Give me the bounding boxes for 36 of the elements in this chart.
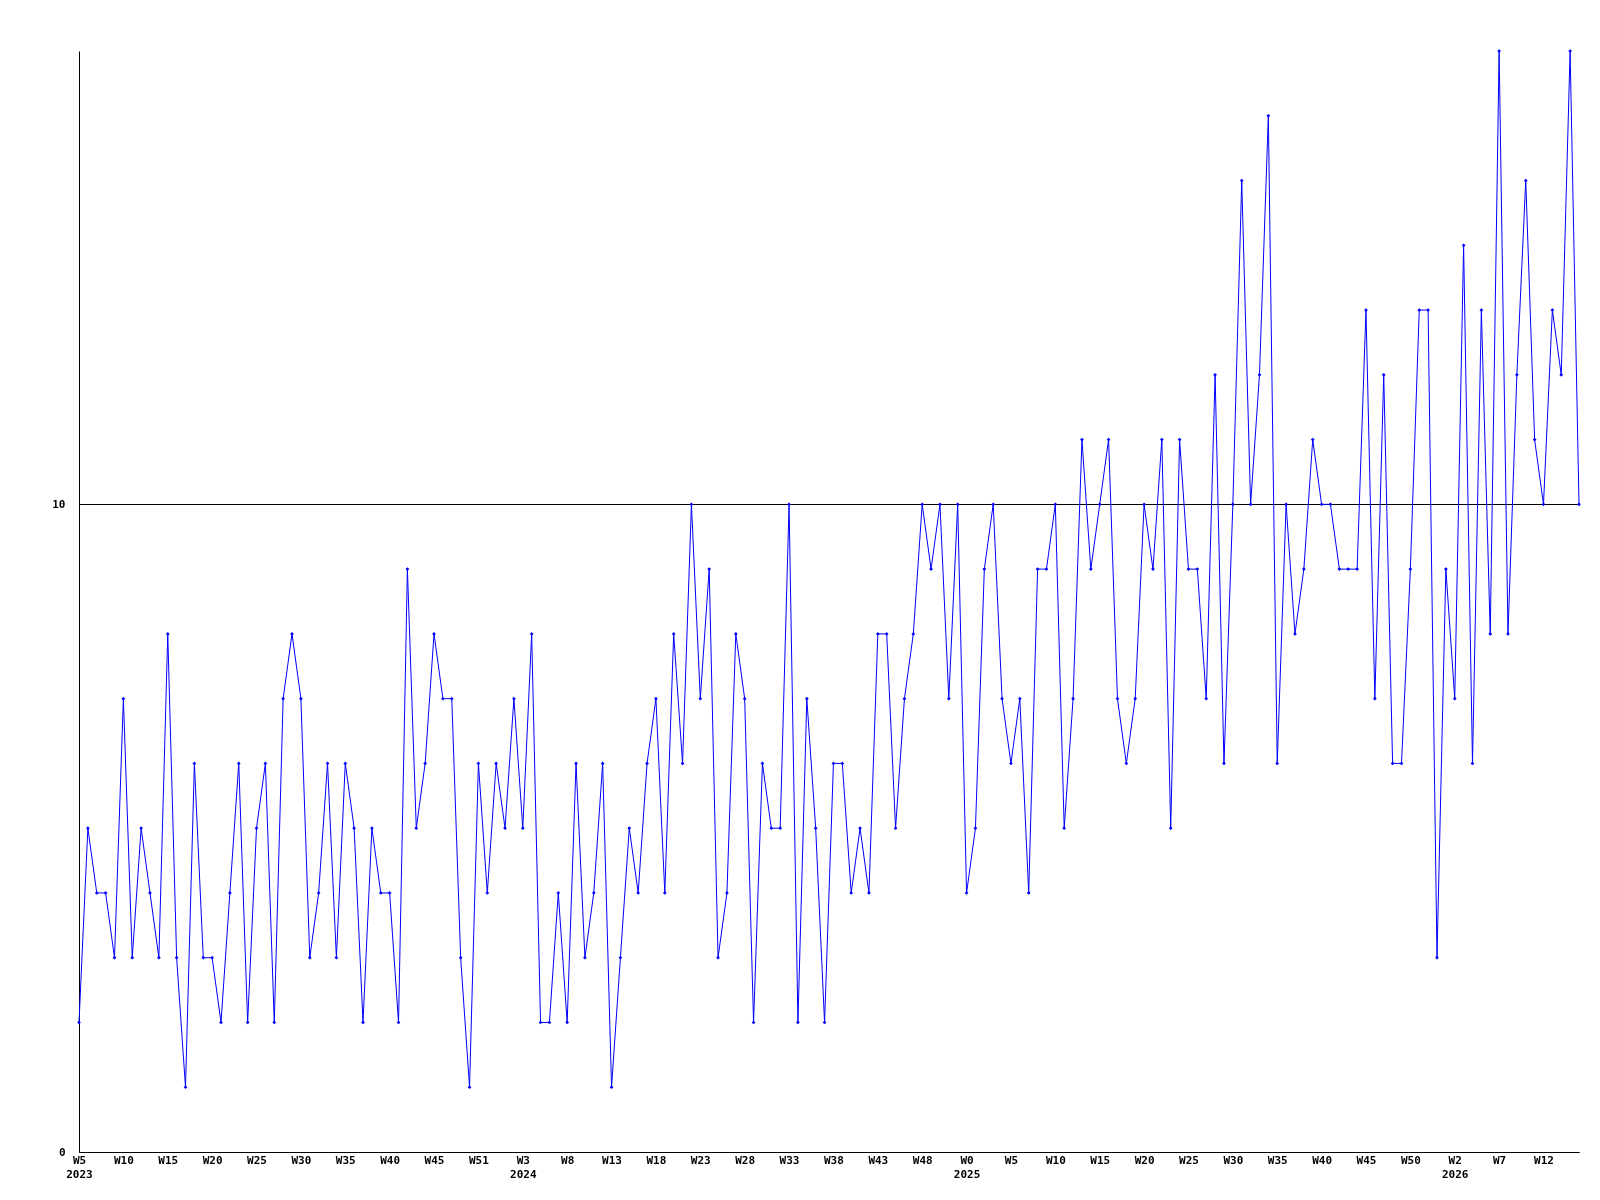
- x-tick-label: W25: [247, 1153, 267, 1167]
- x-tick-label: W15: [1090, 1153, 1111, 1167]
- x-tick-label: W10: [113, 1153, 134, 1167]
- x-tick-label: W7: [1492, 1153, 1507, 1167]
- x-tick-label: W25: [1179, 1153, 1199, 1167]
- x-tick-label: W48: [912, 1153, 933, 1167]
- x-tick-label: W13: [602, 1153, 622, 1167]
- x-tick-label: W38: [824, 1153, 844, 1167]
- x-tick-label: W33: [779, 1153, 800, 1167]
- x-tick-label: W35: [1267, 1153, 1288, 1167]
- x-tick-label: W12: [1534, 1153, 1554, 1167]
- x-tick-label: W40: [1312, 1153, 1333, 1167]
- x-tick-label: W35: [335, 1153, 356, 1167]
- x-tick-label: W10: [1045, 1153, 1066, 1167]
- x-tick-label: W40: [380, 1153, 401, 1167]
- x-tick-label: W5 2023: [66, 1153, 93, 1181]
- x-tick-label: W30: [291, 1153, 312, 1167]
- x-tick-label: W43: [868, 1153, 889, 1167]
- x-tick-label: W3 2024: [510, 1153, 537, 1181]
- x-tick-label: W45: [424, 1153, 445, 1167]
- x-tick-label: W20: [1134, 1153, 1155, 1167]
- x-tick-label: W5: [1004, 1153, 1019, 1167]
- x-tick-label: W28: [735, 1153, 756, 1167]
- x-tick-label: W0 2025: [953, 1153, 981, 1181]
- x-tick-label: W23: [690, 1153, 711, 1167]
- x-tick-label: W30: [1223, 1153, 1244, 1167]
- x-tick-label: W15: [158, 1153, 179, 1167]
- y-tick-label: 10: [52, 497, 66, 511]
- x-tick-label: W50: [1400, 1153, 1421, 1167]
- x-tick-label: W20: [202, 1153, 223, 1167]
- x-tick-label: W8: [561, 1153, 575, 1167]
- x-tick-label: W2 2026: [1441, 1153, 1469, 1181]
- x-tick-label: W51: [468, 1153, 490, 1167]
- x-tick-label: W18: [646, 1153, 667, 1167]
- x-tick-label: W45: [1356, 1153, 1377, 1167]
- y-tick-label: 0: [58, 1145, 66, 1159]
